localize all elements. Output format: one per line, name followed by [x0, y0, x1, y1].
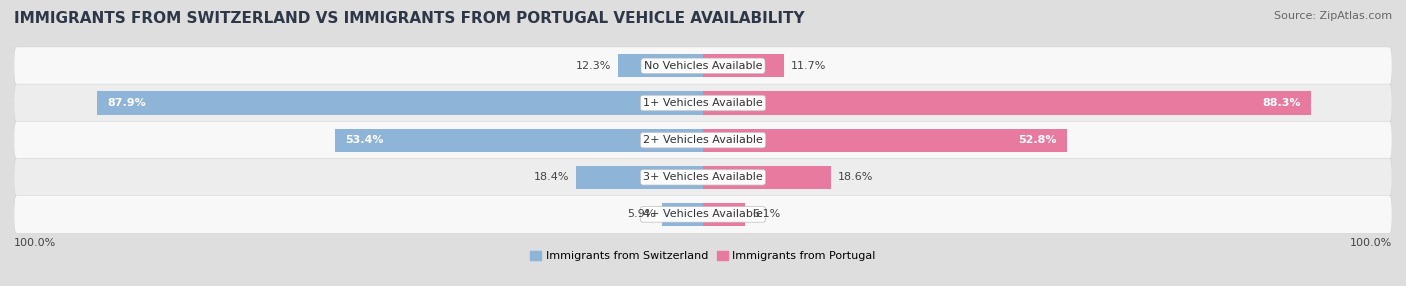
Text: 53.4%: 53.4% — [346, 135, 384, 145]
Bar — [703, 92, 1312, 114]
Text: IMMIGRANTS FROM SWITZERLAND VS IMMIGRANTS FROM PORTUGAL VEHICLE AVAILABILITY: IMMIGRANTS FROM SWITZERLAND VS IMMIGRANT… — [14, 11, 804, 26]
Text: 12.3%: 12.3% — [576, 61, 612, 71]
Text: 4+ Vehicles Available: 4+ Vehicles Available — [643, 209, 763, 219]
Bar — [703, 166, 831, 189]
Text: 5.9%: 5.9% — [627, 209, 655, 219]
Text: 18.6%: 18.6% — [838, 172, 873, 182]
Text: 18.4%: 18.4% — [534, 172, 569, 182]
FancyBboxPatch shape — [14, 195, 1392, 233]
Bar — [619, 54, 703, 78]
Text: 11.7%: 11.7% — [790, 61, 825, 71]
Text: 88.3%: 88.3% — [1263, 98, 1301, 108]
Text: 87.9%: 87.9% — [108, 98, 146, 108]
Text: 100.0%: 100.0% — [1350, 238, 1392, 248]
Bar — [703, 203, 745, 226]
Bar — [703, 54, 783, 78]
FancyBboxPatch shape — [14, 158, 1392, 196]
Bar — [335, 129, 703, 152]
Bar — [662, 203, 703, 226]
Text: 100.0%: 100.0% — [14, 238, 56, 248]
Text: Source: ZipAtlas.com: Source: ZipAtlas.com — [1274, 11, 1392, 21]
FancyBboxPatch shape — [14, 121, 1392, 159]
FancyBboxPatch shape — [14, 47, 1392, 85]
Text: 1+ Vehicles Available: 1+ Vehicles Available — [643, 98, 763, 108]
Text: 2+ Vehicles Available: 2+ Vehicles Available — [643, 135, 763, 145]
Text: 3+ Vehicles Available: 3+ Vehicles Available — [643, 172, 763, 182]
Text: 6.1%: 6.1% — [752, 209, 780, 219]
Bar — [576, 166, 703, 189]
Text: 52.8%: 52.8% — [1018, 135, 1056, 145]
Text: No Vehicles Available: No Vehicles Available — [644, 61, 762, 71]
Bar — [97, 92, 703, 114]
FancyBboxPatch shape — [14, 84, 1392, 122]
Legend: Immigrants from Switzerland, Immigrants from Portugal: Immigrants from Switzerland, Immigrants … — [526, 247, 880, 266]
Bar — [703, 129, 1067, 152]
